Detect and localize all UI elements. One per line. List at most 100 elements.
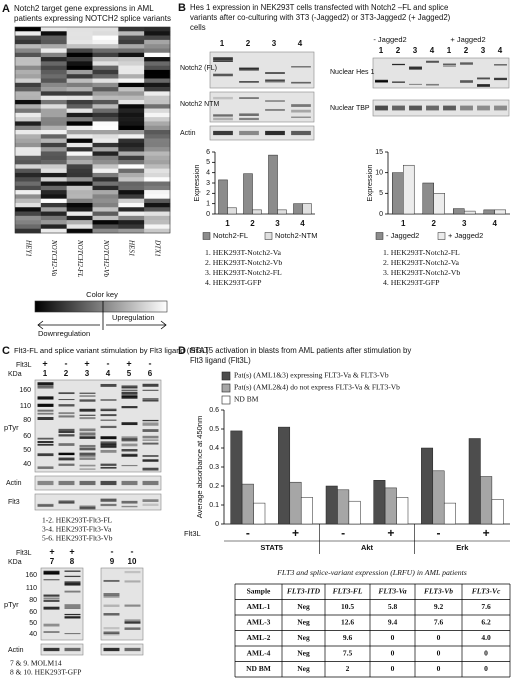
blot-band: [79, 414, 96, 416]
heatmap-cell: [66, 155, 93, 161]
label: 0: [484, 648, 488, 657]
label: 60: [23, 433, 31, 440]
blot-band: [426, 105, 439, 111]
label: 0.3: [209, 464, 219, 471]
heatmap-cell: [40, 82, 67, 88]
blot-band: [121, 385, 138, 389]
heatmap-cell: [92, 104, 119, 109]
bar: [443, 502, 456, 525]
label: 160: [25, 572, 37, 579]
blot-band: [121, 422, 138, 426]
heatmap-cell: [118, 99, 145, 105]
heatmap-cell: [92, 151, 119, 157]
legend-swatch: [221, 383, 231, 393]
heatmap-cell: [92, 172, 119, 178]
heatmap-cell: [40, 52, 67, 58]
blot-band: [375, 105, 388, 111]
blot-band: [142, 468, 159, 471]
heatmap-cell: [144, 27, 171, 32]
label: Flt3-FL and splice variant stimulation b…: [14, 346, 209, 355]
label: Pat(s) (AML2&4) do not express FLT3-Va &…: [234, 383, 400, 392]
heatmap-cell: [144, 202, 171, 208]
heatmap-cell: [40, 61, 67, 66]
heatmap-cell: [92, 211, 119, 217]
blot: [209, 125, 315, 141]
label: 6: [148, 369, 153, 378]
heatmap-cell: [40, 194, 67, 199]
heatmap-cell: [66, 228, 93, 234]
heatmap-cell: [15, 198, 42, 204]
heatmap-cell: [66, 164, 93, 169]
heatmap-cell: [40, 117, 67, 122]
heatmap-cell: [40, 177, 67, 182]
blot-band: [58, 404, 75, 407]
label: 4. HEK293T-GFP: [205, 278, 262, 287]
blot: [34, 493, 162, 511]
bar: [464, 210, 476, 215]
blot-band: [37, 437, 54, 439]
blot-band: [37, 412, 54, 415]
heatmap-cell: [92, 194, 119, 199]
bar: [348, 500, 361, 525]
blot-band: [213, 57, 233, 61]
label: Average absorbance at 450nm: [195, 416, 204, 518]
heatmap-cell: [40, 190, 67, 195]
blot-band: [100, 408, 117, 411]
heatmap-cell: [118, 220, 145, 225]
heatmap-cell: [40, 57, 67, 62]
heatmap-cell: [15, 130, 42, 135]
label: +: [483, 526, 490, 540]
heatmap-cell: [40, 142, 67, 148]
heatmap-cell: [92, 112, 119, 118]
label: 2. HEK293T-Notch2-Va: [383, 258, 459, 267]
label: 0.6: [209, 407, 219, 414]
blot-band: [37, 409, 54, 412]
heatmap-cell: [118, 52, 145, 58]
label: 4: [493, 219, 498, 228]
label: 1: [447, 46, 452, 55]
bar: [433, 193, 445, 215]
blot-band: [265, 72, 285, 74]
blot-band: [58, 502, 75, 504]
blot-band: [79, 447, 96, 451]
label: 4: [498, 46, 503, 55]
bar: [337, 489, 350, 525]
blot-band: [392, 105, 405, 111]
heatmap-cell: [40, 168, 67, 174]
blot-band: [37, 417, 54, 421]
label: STAT5: [260, 543, 283, 552]
label: 3. HEK293T-Notch2-FL: [205, 268, 282, 277]
blot-band: [124, 621, 141, 624]
heatmap-cell: [40, 121, 67, 127]
heatmap-cell: [92, 95, 119, 101]
heatmap-cell: [144, 190, 171, 195]
blot-band: [142, 467, 159, 470]
label: 3-4. HEK293T-Flt3-Va: [42, 525, 112, 534]
heatmap-cell: [66, 220, 93, 225]
heatmap-cell: [66, 112, 93, 118]
blot-band: [58, 500, 75, 503]
heatmap-cell: [92, 185, 119, 191]
blot-band: [124, 604, 141, 607]
heatmap-cell: [144, 134, 171, 139]
blot-band: [239, 67, 259, 71]
heatmap-cell: [66, 31, 93, 36]
blot-band: [121, 443, 138, 447]
blot-band: [460, 80, 473, 83]
heatmap-cell: [118, 95, 145, 101]
heatmap-cell: [118, 104, 145, 109]
heatmap-cell: [15, 57, 42, 62]
heatmap-cell: [144, 130, 171, 135]
label: Neg: [297, 648, 310, 657]
blot-band: [239, 67, 259, 70]
heatmap-cell: [40, 134, 67, 139]
bar: [396, 497, 409, 525]
heatmap-cell: [66, 87, 93, 92]
heatmap-cell: [144, 121, 171, 127]
label: AML-1: [247, 602, 271, 611]
heatmap-cell: [118, 211, 145, 217]
heatmap-cell: [118, 27, 145, 32]
heatmap-cell: [15, 190, 42, 195]
blot-band: [443, 105, 456, 111]
blot-band: [79, 395, 96, 397]
